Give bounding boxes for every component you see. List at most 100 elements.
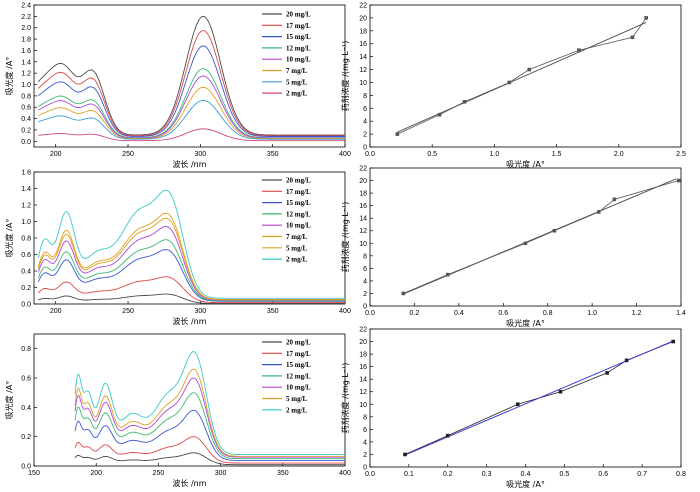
x-tick-label: 0.0 [365, 151, 375, 158]
y-tick-label: 18 [359, 352, 367, 359]
legend-entry: 12 mg/L [286, 44, 311, 52]
data-point [507, 80, 512, 85]
x-tick-label: 400 [339, 151, 351, 158]
spectrum-line [37, 30, 345, 137]
y-tick-label: 2.4 [21, 3, 31, 10]
y-axis-label: 药剂浓度 /(mg·L⁻¹) [340, 41, 350, 112]
data-point [403, 452, 407, 457]
data-point [671, 339, 676, 344]
spectrum-line [74, 351, 345, 456]
x-tick-label: 350 [277, 470, 289, 477]
x-tick-label: 0.0 [365, 471, 375, 478]
data-point [445, 433, 450, 438]
spectrum-line [74, 452, 345, 466]
y-tick-label: 0.2 [21, 285, 31, 292]
x-axis-label: 吸光度 /A° [506, 159, 545, 169]
y-tick-label: 2 [363, 291, 367, 298]
y-tick-label: 1.6 [21, 48, 31, 55]
y-tick-label: 4 [363, 119, 367, 126]
x-tick-label: 0.6 [598, 471, 608, 478]
y-tick-label: 4 [363, 439, 367, 446]
x-axis-label: 波长 /nm [172, 159, 206, 169]
x-tick-label: 0.8 [543, 310, 553, 317]
x-tick-label: 400 [339, 470, 351, 477]
y-tick-label: 0.0 [21, 464, 31, 471]
y-tick-label: 10 [359, 80, 367, 87]
x-tick-label: 200 [90, 470, 102, 477]
legend-entry: 20 mg/L [286, 177, 311, 185]
y-tick-label: 12 [359, 67, 367, 74]
legend-entry: 2 mg/L [286, 256, 308, 264]
data-point [644, 16, 648, 20]
plot-frame [369, 328, 682, 468]
legend-entry: 5 mg/L [286, 78, 308, 86]
spectrum-line [37, 15, 345, 136]
x-tick-label: 1.0 [490, 151, 500, 158]
x-tick-label: 0.4 [454, 310, 464, 317]
plot-frame [33, 4, 346, 148]
y-tick-label: 8 [363, 414, 367, 421]
y-tick-label: 1.2 [21, 203, 31, 210]
spectrum-line [74, 377, 345, 458]
legend-entry: 15 mg/L [286, 199, 311, 207]
x-tick-label: 350 [267, 151, 279, 158]
y-tick-label: 8 [363, 253, 367, 260]
spectrum-line [37, 239, 345, 302]
spectrum-chart-1: 200 250 300 350 400 0.0 0.2 0.4 0.6 0.8 1.0 1.2 1.4 1… [4, 3, 351, 170]
y-tick-label: 0.0 [21, 139, 31, 146]
y-tick-label: 6 [363, 266, 367, 273]
y-tick-label: 12 [359, 389, 367, 396]
y-tick-label: 10 [359, 402, 367, 409]
y-tick-label: 22 [359, 3, 367, 10]
y-tick-label: 1.4 [21, 186, 31, 193]
y-tick-label: 12 [359, 228, 367, 235]
y-tick-label: 6 [363, 427, 367, 434]
y-tick-label: 0 [363, 304, 367, 311]
data-point [597, 210, 601, 214]
data-point [624, 358, 629, 363]
y-tick-label: 14 [359, 377, 367, 384]
x-tick-label: 200 [50, 308, 62, 315]
y-tick-label: 0.4 [21, 116, 31, 123]
x-tick-label: 0.2 [410, 310, 420, 317]
y-tick-label: 10 [359, 241, 367, 248]
data-point [676, 178, 681, 183]
y-axis-label: 药剂浓度 /(mg·L⁻¹) [340, 363, 350, 434]
spectrum-line [38, 99, 345, 140]
x-tick-label: 1.5 [552, 151, 562, 158]
calibration-chart-1: 0.0 0.5 1.0 1.5 2.0 2.5 0 2 4 6 8 10 12 14 16 18 20 22 吸光度… [340, 3, 686, 170]
data-point [558, 389, 563, 394]
legend-entry: 5 mg/L [286, 244, 308, 252]
x-axis-label: 波长 /nm [172, 316, 206, 326]
y-tick-label: 0.0 [21, 302, 31, 309]
y-tick-label: 4 [363, 278, 367, 285]
plot-frame [369, 167, 682, 307]
y-tick-label: 18 [359, 28, 367, 35]
x-tick-label: 0.6 [498, 310, 508, 317]
legend-entry: 20 mg/L [286, 11, 311, 19]
y-tick-label: 0.8 [21, 236, 31, 243]
x-tick-label: 0.8 [676, 471, 686, 478]
legend-entry: 17 mg/L [286, 350, 311, 358]
y-tick-label: 0.2 [21, 434, 31, 441]
x-tick-label: 0.1 [404, 471, 414, 478]
x-tick-label: 300 [195, 151, 207, 158]
y-tick-label: 22 [359, 166, 367, 173]
spectrum-line [38, 293, 345, 304]
x-tick-label: 250 [122, 308, 134, 315]
legend-entry: 10 mg/L [286, 222, 311, 230]
data-point [523, 241, 528, 246]
y-tick-label: 0.6 [21, 252, 31, 259]
legend-entry: 12 mg/L [286, 210, 311, 218]
legend-entry: 5 mg/L [286, 395, 308, 403]
spectrum-line [38, 86, 345, 140]
y-tick-label: 6 [363, 106, 367, 113]
x-tick-label: 350 [267, 308, 279, 315]
y-tick-label: 1.8 [21, 37, 31, 44]
y-axis-label: 药剂浓度 /(mg·L⁻¹) [340, 202, 350, 273]
legend-entry: 17 mg/L [286, 188, 311, 196]
y-tick-label: 2 [363, 452, 367, 459]
data-point [605, 371, 609, 375]
data-point [445, 272, 450, 277]
spectrum-chart-2: 200 250 300 350 400 0.0 0.2 0.4 0.6 0.8 1.0 1.2 1.4 1… [4, 170, 351, 327]
